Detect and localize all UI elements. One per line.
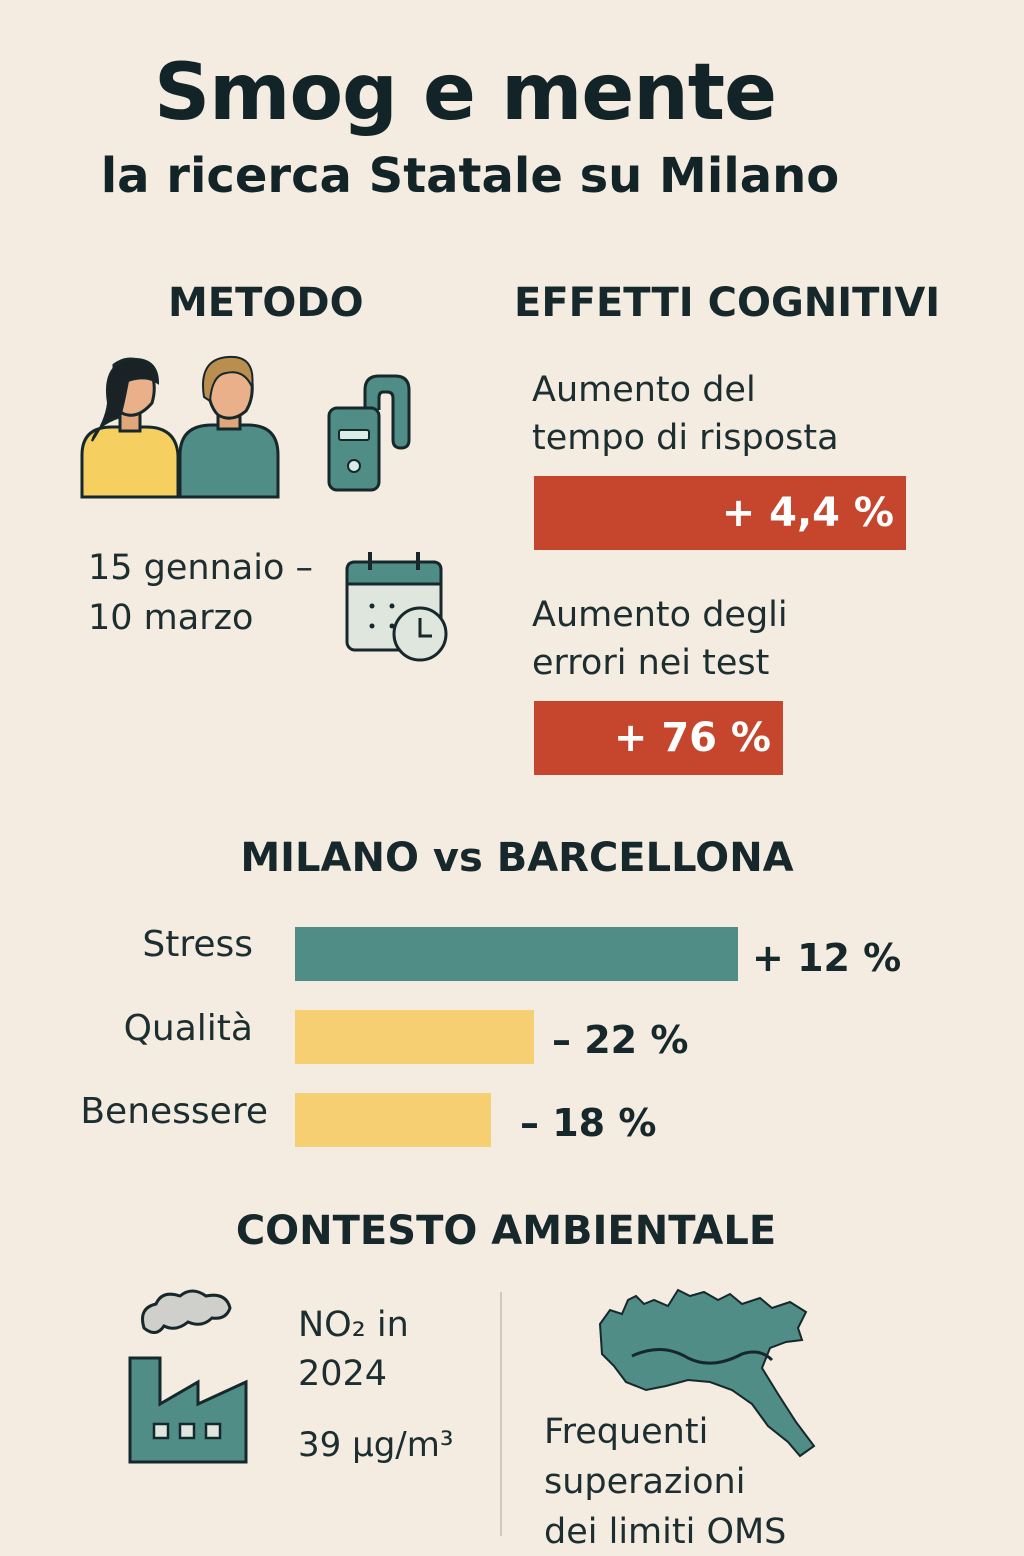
no2-value: 39 µg/m³ xyxy=(298,1425,454,1465)
page-subtitle: la ricerca Statale su Milano xyxy=(100,148,840,204)
compare-bar-qualita xyxy=(295,1010,534,1064)
oms-text-line2: superazioni xyxy=(544,1462,746,1502)
participants-icon xyxy=(80,355,280,499)
compare-label-stress: Stress xyxy=(142,924,253,965)
factory-smoke-icon xyxy=(128,1289,248,1464)
compare-bar-stress xyxy=(295,927,738,981)
effect-1-label-line1: Aumento del xyxy=(532,370,756,410)
section-divider xyxy=(500,1292,502,1536)
compare-bar-benessere xyxy=(295,1093,491,1147)
effect-2-label-line1: Aumento degli xyxy=(532,595,788,635)
effect-1-label-line2: tempo di risposta xyxy=(532,418,839,458)
page-title: Smog e mente xyxy=(154,48,777,138)
compare-label-benessere: Benessere xyxy=(80,1091,268,1132)
oms-text-line3: dei limiti OMS xyxy=(544,1512,787,1552)
no2-label-line1: NO₂ in xyxy=(298,1305,409,1345)
effetti-heading: EFFETTI COGNITIVI xyxy=(514,280,941,326)
compare-value-qualita: – 22 % xyxy=(552,1018,689,1062)
compare-label-qualita: Qualità xyxy=(123,1008,253,1049)
period-start: 15 gennaio – xyxy=(88,548,313,588)
calendar-clock-icon xyxy=(345,552,448,662)
air-monitor-device-icon xyxy=(327,374,411,492)
contesto-heading: CONTESTO AMBIENTALE xyxy=(235,1208,777,1254)
confronto-heading: MILANO vs BARCELLONA xyxy=(240,835,794,881)
effect-1-bar: + 4,4 % xyxy=(534,476,906,550)
oms-text-line1: Frequenti xyxy=(544,1412,709,1452)
compare-value-benessere: – 18 % xyxy=(520,1101,657,1145)
northern-italy-map-icon xyxy=(598,1288,816,1458)
effect-2-label-line2: errori nei test xyxy=(532,643,770,683)
compare-value-stress: + 12 % xyxy=(752,936,902,980)
effect-2-bar: + 76 % xyxy=(534,701,783,775)
metodo-heading: METODO xyxy=(168,280,364,326)
no2-label-line2: 2024 xyxy=(298,1354,388,1394)
period-end: 10 marzo xyxy=(88,598,254,638)
